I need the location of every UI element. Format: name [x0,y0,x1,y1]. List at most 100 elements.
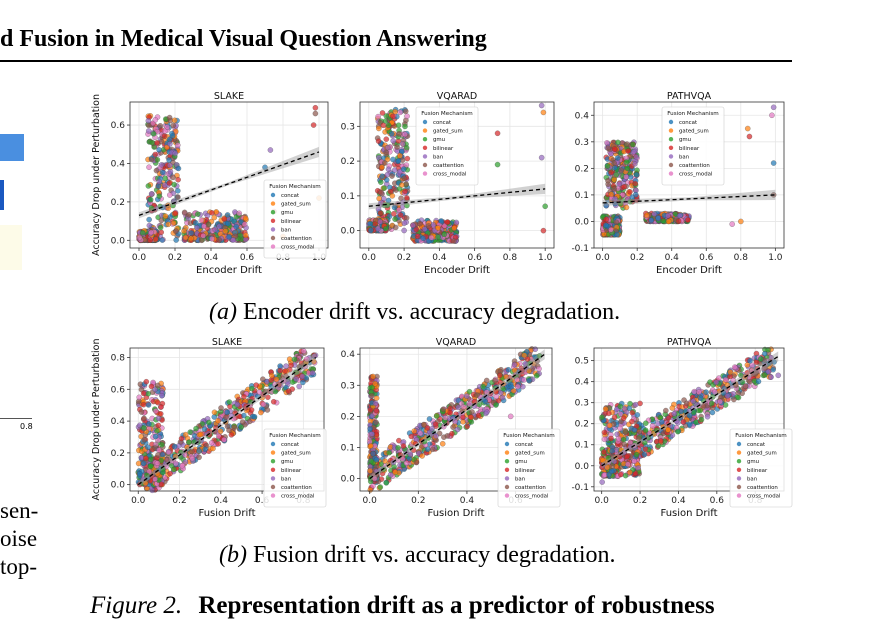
data-point [730,222,735,227]
data-point [389,173,394,178]
data-point [376,114,381,119]
caption-a-label: (a) [209,299,237,325]
y-tick-label: 0.8 [111,354,126,364]
data-point [439,218,444,223]
data-point [218,405,223,410]
x-tick-label: 0.2 [172,496,186,506]
data-point [379,165,384,170]
data-point [141,461,146,466]
data-point [241,394,246,399]
caption-a-text: Encoder drift vs. accuracy degradation. [243,299,620,325]
data-point [650,423,655,428]
data-point [388,472,393,477]
data-point [725,393,730,398]
data-point [160,170,165,175]
data-point [170,133,175,138]
data-point [663,408,668,413]
data-point [494,394,499,399]
data-point [618,404,623,409]
legend-marker [669,171,673,175]
data-point [146,391,151,396]
y-tick-label: 0.3 [575,138,589,148]
data-point [402,228,407,233]
data-point [159,162,164,167]
data-point [468,414,473,419]
data-point [627,470,632,475]
y-tick-label: 0.3 [341,381,355,391]
legend-entry-label: concat [515,442,533,448]
data-point [386,167,391,172]
data-point [455,427,460,432]
legend-marker [423,128,427,132]
data-point [378,190,383,195]
data-point [679,409,684,414]
data-point [136,461,141,466]
data-point [474,392,479,397]
x-tick-label: 0.2 [630,253,644,263]
data-point [520,384,525,389]
data-point [139,455,144,460]
data-point [240,419,245,424]
data-point [414,460,419,465]
data-point [402,221,407,226]
data-point [601,449,606,454]
data-point [150,140,155,145]
data-point [378,180,383,185]
legend-entry-label: bilinear [281,468,302,474]
data-point [162,182,167,187]
data-point [616,436,621,441]
legend-marker [271,442,275,446]
data-point [146,402,151,407]
data-point [460,415,465,420]
data-point [368,458,373,463]
data-point [509,384,514,389]
data-point [420,453,425,458]
legend-marker [271,493,275,497]
data-point [401,167,406,172]
data-point [415,234,420,239]
y-tick-label: 0.0 [341,227,356,237]
data-point [155,383,160,388]
data-point [605,164,610,169]
data-point [434,413,439,418]
data-point [625,149,630,154]
data-point [393,470,398,475]
legend-marker [271,227,275,231]
data-point [493,402,498,407]
legend-marker [271,244,275,248]
legend-entry-label: bilinear [515,468,536,474]
data-point [374,457,379,462]
data-point [417,221,422,226]
data-point [143,456,148,461]
y-axis-label: Accuracy Drop under Perturbation [91,94,102,256]
x-axis-label: Encoder Drift [656,265,722,276]
data-point [149,157,154,162]
data-point [612,165,617,170]
data-point [140,230,145,235]
data-point [385,172,390,177]
data-point [282,369,287,374]
data-point [172,118,177,123]
caption-a: (a) Encoder drift vs. accuracy degradati… [209,299,620,326]
legend-entry-label: gmu [281,459,293,465]
data-point [699,417,704,422]
legend-entry-label: gmu [433,137,445,143]
data-point [635,412,640,417]
y-tick-label: 0.0 [341,475,356,485]
chart-title: VQARAD [437,91,478,102]
data-point [747,358,752,363]
data-point [225,410,230,415]
legend-title: Fusion Mechanism [503,433,554,439]
x-tick-label: 1.0 [538,253,553,263]
y-tick-label: -0.1 [571,244,589,254]
data-point [373,401,378,406]
data-point [373,381,378,386]
data-point [420,236,425,241]
data-point [612,186,617,191]
data-point [187,212,192,217]
data-point [383,226,388,231]
data-point [195,211,200,216]
data-point [450,425,455,430]
data-point [603,223,608,228]
